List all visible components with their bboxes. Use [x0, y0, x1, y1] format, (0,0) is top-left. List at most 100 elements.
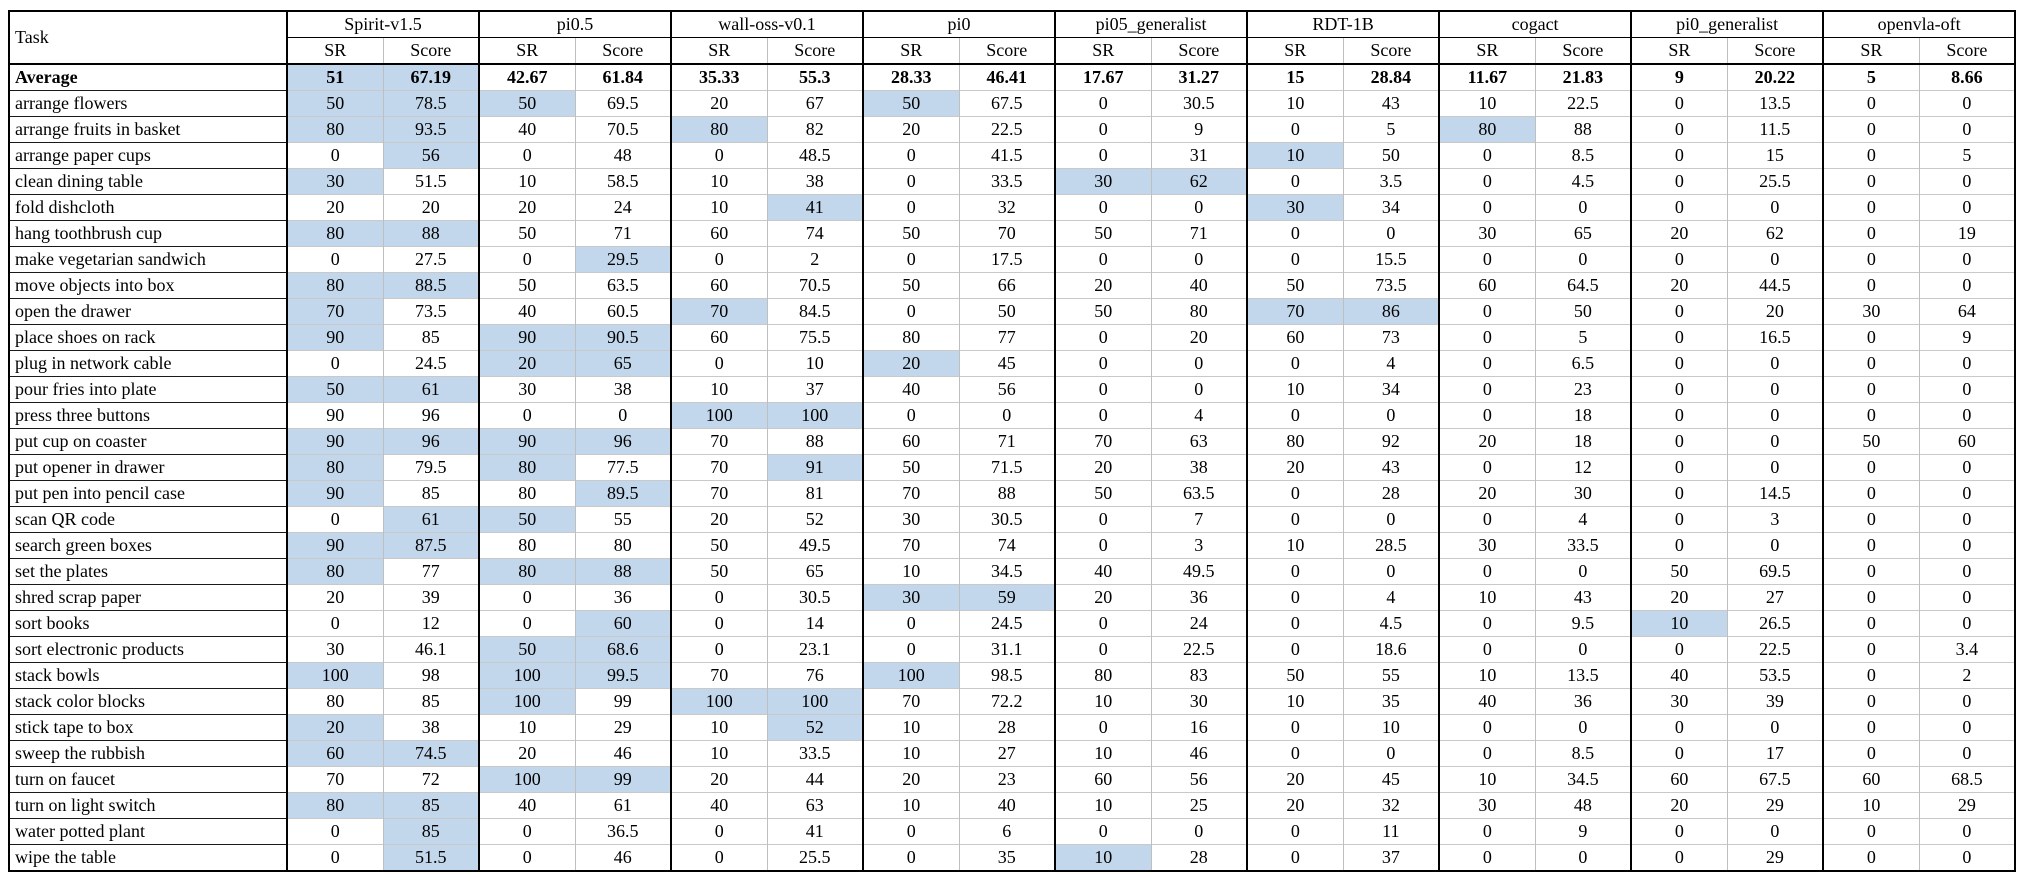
sr-cell: 0 [862, 246, 960, 273]
sr-cell: 40 [478, 792, 576, 819]
sr-cell: 70 [670, 428, 768, 455]
score-cell: 63.5 [574, 272, 672, 299]
task-cell: stack color blocks [9, 688, 287, 715]
task-cell: Average [9, 63, 287, 91]
sr-cell: 0 [1438, 506, 1536, 533]
score-cell: 89.5 [574, 480, 672, 507]
score-cell: 37 [766, 376, 864, 403]
score-cell: 0 [1726, 246, 1824, 273]
sr-cell: 0 [1630, 350, 1728, 377]
sr-cell: 0 [1438, 844, 1536, 871]
score-cell: 0 [1534, 714, 1632, 741]
score-cell: 0 [1918, 818, 2016, 845]
sr-cell: 20 [670, 90, 768, 117]
sr-cell: 20 [1246, 792, 1344, 819]
sr-cell: 0 [478, 142, 576, 169]
score-cell: 28.5 [1342, 532, 1440, 559]
sr-cell: 20 [1438, 428, 1536, 455]
score-cell: 3.4 [1918, 636, 2016, 663]
score-cell: 63.5 [1150, 480, 1248, 507]
task-cell: move objects into box [9, 272, 287, 299]
sr-cell: 0 [1822, 324, 1920, 351]
score-header: Score [382, 37, 480, 65]
score-cell: 0 [1726, 194, 1824, 221]
sr-cell: 60 [286, 740, 383, 767]
sr-cell: 0 [1630, 818, 1728, 845]
score-cell: 27.5 [382, 246, 480, 273]
sr-header: SR [286, 37, 383, 65]
sr-cell: 10 [478, 714, 576, 741]
score-cell: 0 [1918, 402, 2016, 429]
sr-cell: 50 [1054, 298, 1152, 325]
sr-cell: 0 [1630, 454, 1728, 481]
sr-cell: 0 [286, 610, 383, 637]
score-cell: 59 [958, 584, 1056, 611]
benchmark-table-container: Task Spirit-v1.5 pi0.5 wall-oss-v0.1 pi0 pi05… [8, 10, 2017, 872]
sr-cell: 30 [286, 636, 383, 663]
sr-cell: 60 [1438, 272, 1536, 299]
score-cell: 13.5 [1534, 662, 1632, 689]
sr-cell: 70 [286, 298, 383, 325]
sr-cell: 10 [862, 558, 960, 585]
sr-cell: 0 [1822, 142, 1920, 169]
sr-cell: 70 [862, 532, 960, 559]
score-cell: 70 [958, 220, 1056, 247]
score-cell: 14 [766, 610, 864, 637]
score-cell: 75.5 [766, 324, 864, 351]
score-cell: 51.5 [382, 168, 480, 195]
model-header-7: pi0_generalist [1630, 11, 1824, 38]
sr-cell: 0 [1822, 740, 1920, 767]
sr-cell: 0 [670, 142, 768, 169]
score-cell: 65 [1534, 220, 1632, 247]
sr-cell: 0 [286, 350, 383, 377]
sr-cell: 90 [478, 324, 576, 351]
score-cell: 24 [1150, 610, 1248, 637]
sr-cell: 0 [1630, 506, 1728, 533]
sr-cell: 0 [1054, 90, 1152, 117]
sr-cell: 50 [1246, 272, 1344, 299]
task-cell: hang toothbrush cup [9, 220, 287, 247]
score-cell: 46 [574, 844, 672, 871]
sr-cell: 5 [1822, 63, 1920, 91]
sr-cell: 70 [1246, 298, 1344, 325]
sr-cell: 0 [286, 818, 383, 845]
sr-cell: 90 [286, 324, 383, 351]
score-cell: 20 [382, 194, 480, 221]
score-cell: 0 [1534, 844, 1632, 871]
score-cell: 30 [1150, 688, 1248, 715]
score-cell: 83 [1150, 662, 1248, 689]
score-cell: 0 [1918, 350, 2016, 377]
score-cell: 2 [766, 246, 864, 273]
score-cell: 24.5 [958, 610, 1056, 637]
sr-cell: 100 [478, 662, 576, 689]
sr-cell: 0 [1822, 220, 1920, 247]
task-cell: fold dishcloth [9, 194, 287, 221]
score-cell: 9.5 [1534, 610, 1632, 637]
sr-cell: 50 [478, 272, 576, 299]
score-header: Score [1726, 37, 1824, 65]
score-cell: 28 [1150, 844, 1248, 871]
score-cell: 0 [1726, 714, 1824, 741]
score-cell: 0 [1918, 376, 2016, 403]
sr-cell: 0 [1246, 610, 1344, 637]
score-cell: 19 [1918, 220, 2016, 247]
sr-cell: 0 [1822, 662, 1920, 689]
sr-cell: 0 [1822, 480, 1920, 507]
score-cell: 96 [574, 428, 672, 455]
sr-cell: 90 [286, 428, 383, 455]
score-cell: 30 [1534, 480, 1632, 507]
score-cell: 88.5 [382, 272, 480, 299]
sr-cell: 0 [1822, 350, 1920, 377]
score-cell: 0 [1918, 90, 2016, 117]
sr-cell: 30 [478, 376, 576, 403]
score-cell: 33.5 [958, 168, 1056, 195]
score-cell: 10 [766, 350, 864, 377]
sr-cell: 30 [862, 506, 960, 533]
sr-cell: 80 [1246, 428, 1344, 455]
sr-cell: 10 [1630, 610, 1728, 637]
score-header: Score [1150, 37, 1248, 65]
score-cell: 40 [958, 792, 1056, 819]
sr-cell: 0 [478, 402, 576, 429]
sr-cell: 10 [1054, 844, 1152, 871]
score-cell: 20 [1726, 298, 1824, 325]
